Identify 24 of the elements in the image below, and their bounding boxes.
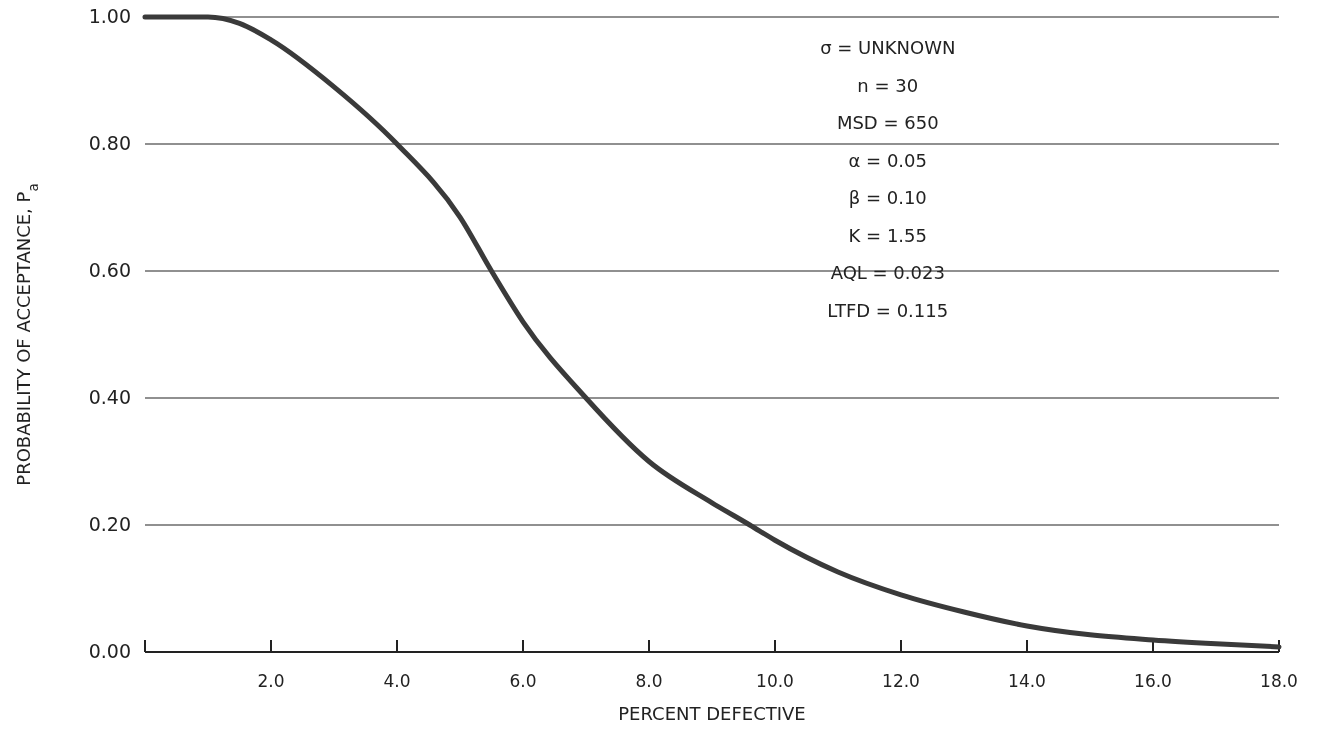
x-tick-label: 10.0 — [756, 671, 794, 691]
x-tick-label: 4.0 — [383, 671, 411, 691]
x-tick-label: 2.0 — [257, 671, 285, 691]
annotation: n = 30 — [857, 74, 919, 96]
x-tick-label: 6.0 — [509, 671, 537, 691]
y-tick-label: 0.00 — [88, 640, 131, 662]
x-tick-label: 18.0 — [1260, 671, 1298, 691]
x-tick-label: 14.0 — [1008, 671, 1046, 691]
y-tick-label: 0.80 — [88, 132, 131, 154]
annotation: LTFD = 0.115 — [827, 299, 949, 321]
x-axis-title: PERCENT DEFECTIVE — [618, 703, 806, 724]
annotation: β = 0.10 — [848, 187, 927, 208]
y-tick-label: 0.20 — [88, 513, 131, 535]
annotation: AQL = 0.023 — [830, 262, 945, 283]
annotation: σ = UNKNOWN — [820, 37, 956, 58]
y-tick-label: 1.00 — [88, 5, 131, 27]
annotation: α = 0.05 — [848, 149, 927, 171]
y-tick-label: 0.40 — [88, 386, 131, 408]
x-tick-label: 8.0 — [635, 671, 663, 691]
annotation: K = 1.55 — [848, 224, 927, 246]
x-tick-label: 16.0 — [1134, 671, 1172, 691]
x-tick-label: 12.0 — [882, 671, 920, 691]
y-tick-label: 0.60 — [88, 259, 131, 281]
annotation: MSD = 650 — [836, 112, 939, 133]
